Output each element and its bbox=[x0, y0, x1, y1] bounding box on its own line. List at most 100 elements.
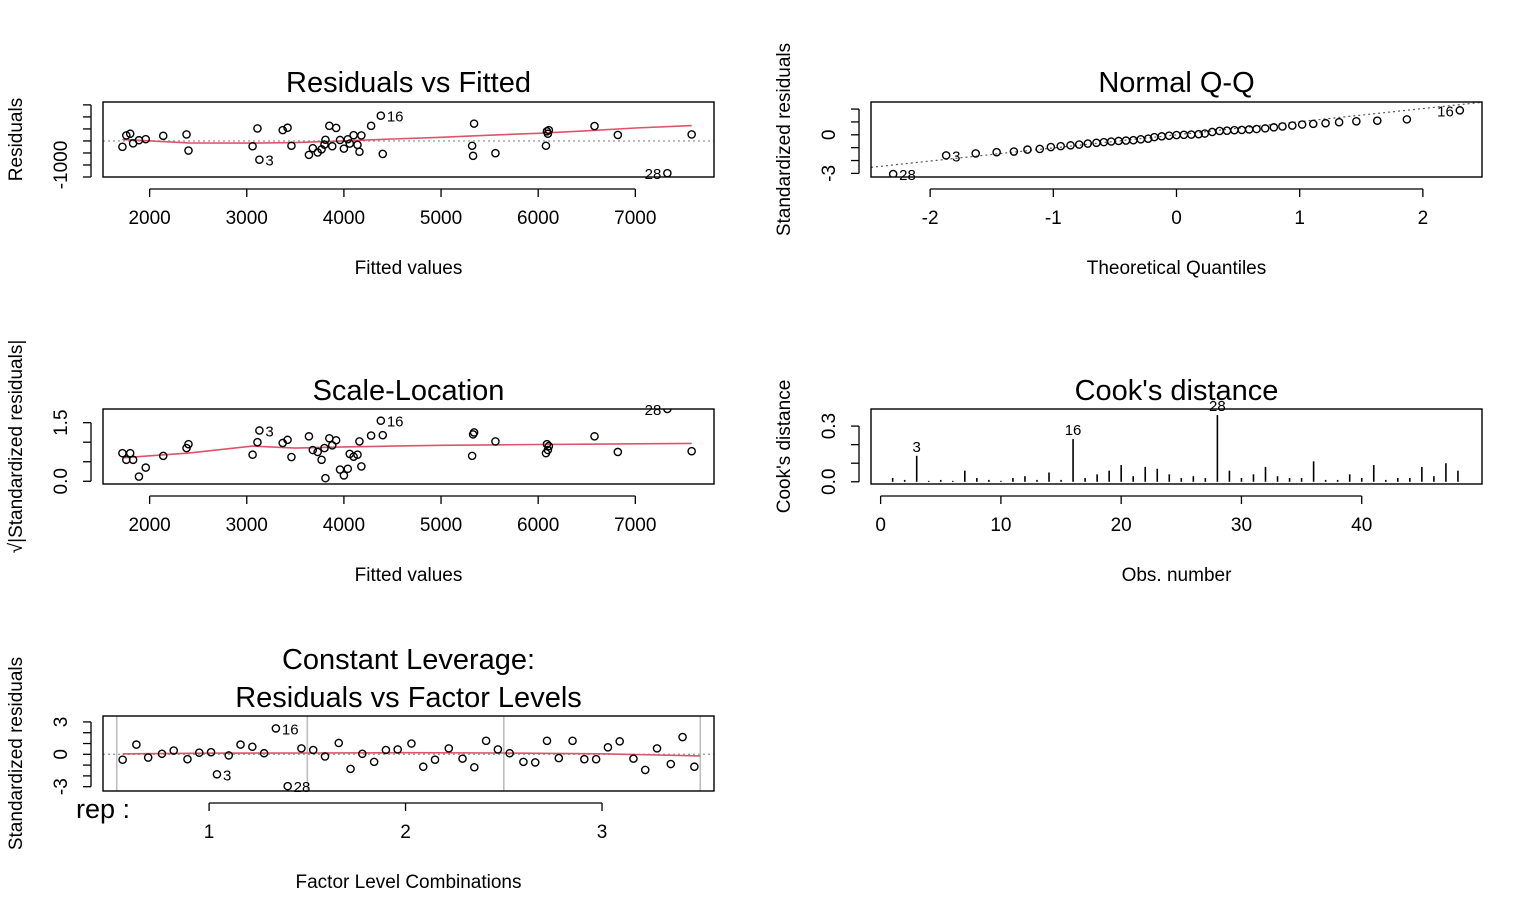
data-point bbox=[663, 168, 672, 177]
data-point bbox=[321, 135, 330, 145]
data-point bbox=[271, 724, 281, 733]
data-point bbox=[1056, 141, 1066, 151]
data-point bbox=[1194, 129, 1203, 139]
data-point bbox=[629, 754, 638, 763]
data-point bbox=[141, 463, 151, 472]
data-point bbox=[343, 464, 353, 474]
data-point bbox=[313, 447, 322, 457]
y-axis-label: Standardized residuals bbox=[6, 657, 27, 850]
data-point bbox=[134, 472, 144, 481]
plot-frame bbox=[102, 101, 715, 178]
data-point bbox=[339, 471, 349, 480]
plot-title: Constant Leverage: bbox=[282, 644, 535, 676]
data-point bbox=[1230, 125, 1239, 135]
data-point bbox=[992, 147, 1001, 157]
data-point bbox=[308, 745, 318, 755]
data-point bbox=[407, 739, 416, 748]
data-point bbox=[1009, 147, 1019, 156]
data-point bbox=[418, 762, 428, 772]
data-point bbox=[376, 111, 386, 121]
data-point bbox=[125, 129, 135, 139]
data-point bbox=[1278, 122, 1287, 131]
data-point bbox=[331, 123, 341, 133]
data-point bbox=[1215, 126, 1224, 136]
point-label: 28 bbox=[899, 167, 916, 184]
data-point bbox=[353, 140, 362, 150]
point-label: 28 bbox=[1209, 398, 1226, 415]
data-point bbox=[132, 740, 141, 749]
data-point bbox=[543, 445, 553, 455]
data-point bbox=[381, 745, 391, 755]
smooth-line bbox=[122, 124, 692, 144]
data-point bbox=[613, 447, 623, 457]
data-point bbox=[1083, 139, 1093, 148]
y-tick-label: 0 bbox=[51, 749, 72, 760]
data-point bbox=[304, 150, 314, 160]
x-axis-label: Fitted values bbox=[355, 565, 463, 586]
point-label: 3 bbox=[952, 148, 960, 165]
point-label: 16 bbox=[387, 414, 404, 431]
data-point bbox=[542, 439, 552, 449]
x-axis-label: Theoretical Quantiles bbox=[1087, 258, 1267, 279]
y-axis-label: √|Standardized residuals| bbox=[6, 340, 27, 554]
data-point bbox=[590, 121, 599, 131]
data-point bbox=[355, 437, 364, 446]
x-tick-label: 4000 bbox=[323, 208, 365, 229]
plot-frame bbox=[102, 715, 715, 792]
data-point bbox=[1157, 132, 1167, 141]
plot-area bbox=[118, 409, 696, 483]
data-point bbox=[183, 754, 192, 764]
data-point bbox=[1164, 131, 1174, 141]
data-point bbox=[1252, 124, 1261, 134]
data-point bbox=[1237, 125, 1247, 135]
plot-area bbox=[891, 414, 1459, 482]
x-axis-label: Fitted values bbox=[355, 258, 463, 279]
data-point bbox=[122, 131, 131, 140]
point-label: 28 bbox=[294, 779, 311, 796]
x-tick-label: 7000 bbox=[614, 208, 656, 229]
y-tick-label: 3 bbox=[51, 717, 72, 728]
plot-area bbox=[871, 102, 1482, 177]
data-point bbox=[345, 139, 355, 148]
data-point bbox=[1179, 130, 1189, 140]
data-point bbox=[320, 752, 330, 761]
data-point bbox=[143, 753, 153, 762]
y-axis-label: Standardized residuals bbox=[774, 43, 795, 236]
x-tick-label: 0 bbox=[875, 515, 886, 536]
y-tick-label: 0.0 bbox=[51, 468, 72, 494]
data-point bbox=[287, 452, 296, 462]
plot-frame bbox=[870, 101, 1483, 178]
x-axis-label: Factor Level Combinations bbox=[296, 872, 522, 893]
data-point bbox=[1287, 121, 1297, 130]
data-point bbox=[317, 455, 326, 465]
x-tick-label: -1 bbox=[1045, 208, 1062, 229]
plot-frame bbox=[102, 408, 715, 485]
data-point bbox=[468, 151, 478, 161]
data-point bbox=[663, 409, 672, 414]
data-point bbox=[349, 130, 358, 140]
data-point bbox=[376, 416, 386, 426]
plot-title: Residuals vs Factor Levels bbox=[235, 682, 582, 714]
data-point bbox=[366, 121, 376, 131]
data-point bbox=[255, 155, 264, 164]
smooth-line bbox=[122, 442, 692, 459]
data-point bbox=[491, 437, 500, 446]
data-point bbox=[259, 748, 269, 758]
data-point bbox=[1372, 116, 1382, 125]
y-tick-label: 1.5 bbox=[51, 409, 72, 435]
factor-corner-label: rep : bbox=[76, 794, 130, 824]
data-point bbox=[1402, 115, 1412, 124]
data-point bbox=[248, 141, 257, 151]
data-point bbox=[287, 141, 296, 151]
data-point bbox=[355, 147, 364, 157]
x-tick-label: 7000 bbox=[614, 515, 656, 536]
data-point bbox=[184, 439, 193, 449]
data-point bbox=[640, 765, 650, 775]
data-point bbox=[1186, 130, 1196, 139]
data-point bbox=[519, 757, 528, 767]
data-point bbox=[543, 129, 553, 139]
data-point bbox=[224, 751, 234, 760]
data-point bbox=[1455, 106, 1465, 115]
data-point bbox=[603, 742, 613, 752]
data-point bbox=[469, 119, 479, 128]
